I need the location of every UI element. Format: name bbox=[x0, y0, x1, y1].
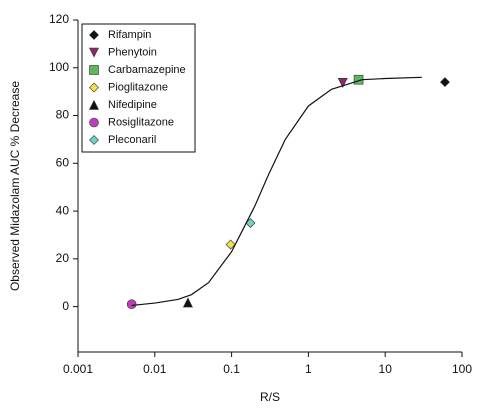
legend-box bbox=[81, 23, 196, 153]
legend-marker bbox=[89, 135, 99, 145]
x-axis-label: R/S bbox=[260, 390, 280, 404]
legend-label: Carbamazepine bbox=[108, 64, 186, 76]
y-tick-label: 60 bbox=[56, 155, 70, 169]
legend-label: Phenytoin bbox=[108, 46, 157, 58]
y-tick-label: 100 bbox=[49, 60, 69, 74]
legend-label: Nifedipine bbox=[108, 99, 157, 111]
x-tick-label: 0.01 bbox=[143, 362, 167, 376]
legend-marker bbox=[89, 117, 99, 128]
marker bbox=[440, 77, 450, 88]
x-tick-label: 10 bbox=[379, 362, 393, 376]
marker bbox=[126, 299, 137, 310]
legend-label: Rifampin bbox=[108, 29, 151, 41]
x-tick-label: 1 bbox=[305, 362, 312, 376]
fit-line bbox=[131, 76, 422, 307]
marker bbox=[225, 239, 236, 250]
marker bbox=[337, 78, 348, 88]
x-tick-label: 100 bbox=[452, 362, 472, 376]
legend-marker bbox=[89, 82, 99, 93]
legend-marker bbox=[89, 99, 99, 110]
legend-label: Pioglitazone bbox=[108, 81, 168, 93]
x-tick-label: 0.001 bbox=[63, 362, 93, 376]
y-tick-label: 40 bbox=[56, 203, 70, 217]
legend-marker bbox=[89, 47, 99, 58]
legend-label: Pleconaril bbox=[108, 134, 156, 146]
legend-marker bbox=[89, 65, 99, 75]
marker bbox=[182, 297, 193, 308]
y-tick-label: 80 bbox=[56, 108, 70, 122]
y-tick-label: 20 bbox=[56, 251, 70, 265]
y-tick-label: 120 bbox=[49, 12, 69, 26]
x-tick-label: 0.1 bbox=[223, 362, 240, 376]
legend-label: Rosiglitazone bbox=[108, 116, 174, 128]
y-tick-label: 0 bbox=[62, 299, 69, 313]
legend-marker bbox=[89, 30, 99, 40]
y-axis-label: Observed Midazolam AUC % Decrease bbox=[8, 81, 22, 291]
